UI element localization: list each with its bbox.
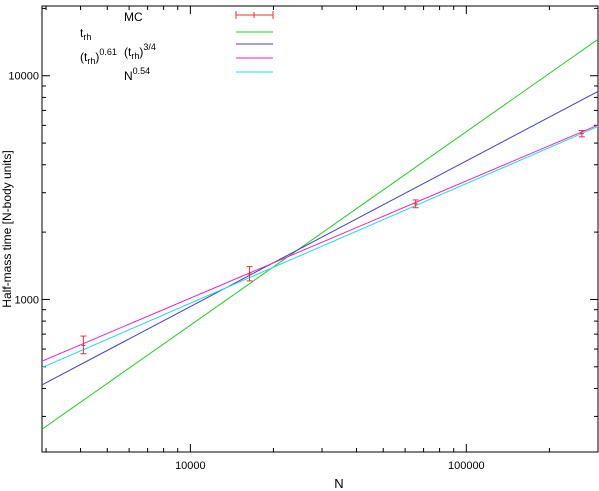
series-layer <box>42 38 598 430</box>
y-tick-label: 1000 <box>15 294 39 306</box>
mc-data-point <box>578 130 585 138</box>
legend-label-n-0-54: N0.54 <box>124 66 150 83</box>
legend-label-trh: trh <box>80 26 91 42</box>
minor-ticks <box>42 6 599 452</box>
plot-area <box>41 5 599 453</box>
legend: MC trh (trh)3/4 (trh)0.61 N0.54 <box>80 10 274 83</box>
legend-label-trh-0-61: (trh)0.61 <box>80 47 117 66</box>
series-line-trh <box>42 38 598 430</box>
x-axis-label: N <box>334 476 343 491</box>
series-line-trh-0-61 <box>42 124 598 362</box>
legend-swatch-mc <box>235 11 274 19</box>
legend-label-trh-3-4: (trh)3/4 <box>124 42 156 61</box>
major-ticks: 10000 100000 1000 10000 <box>8 71 484 472</box>
y-axis-label: Half-mass time [N-body units] <box>0 150 14 307</box>
series-line-trh-3-4 <box>42 90 598 386</box>
mc-data-point <box>80 335 87 355</box>
plot-frame <box>41 5 599 453</box>
mc-data-point <box>412 199 419 209</box>
legend-label-mc: MC <box>124 10 143 24</box>
errorbar-layer <box>80 130 585 355</box>
mc-data-point <box>246 266 253 282</box>
x-tick-label: 10000 <box>175 460 206 472</box>
x-tick-label: 100000 <box>448 460 485 472</box>
series-line-n-0-54 <box>42 126 598 369</box>
y-tick-label: 10000 <box>8 71 39 83</box>
